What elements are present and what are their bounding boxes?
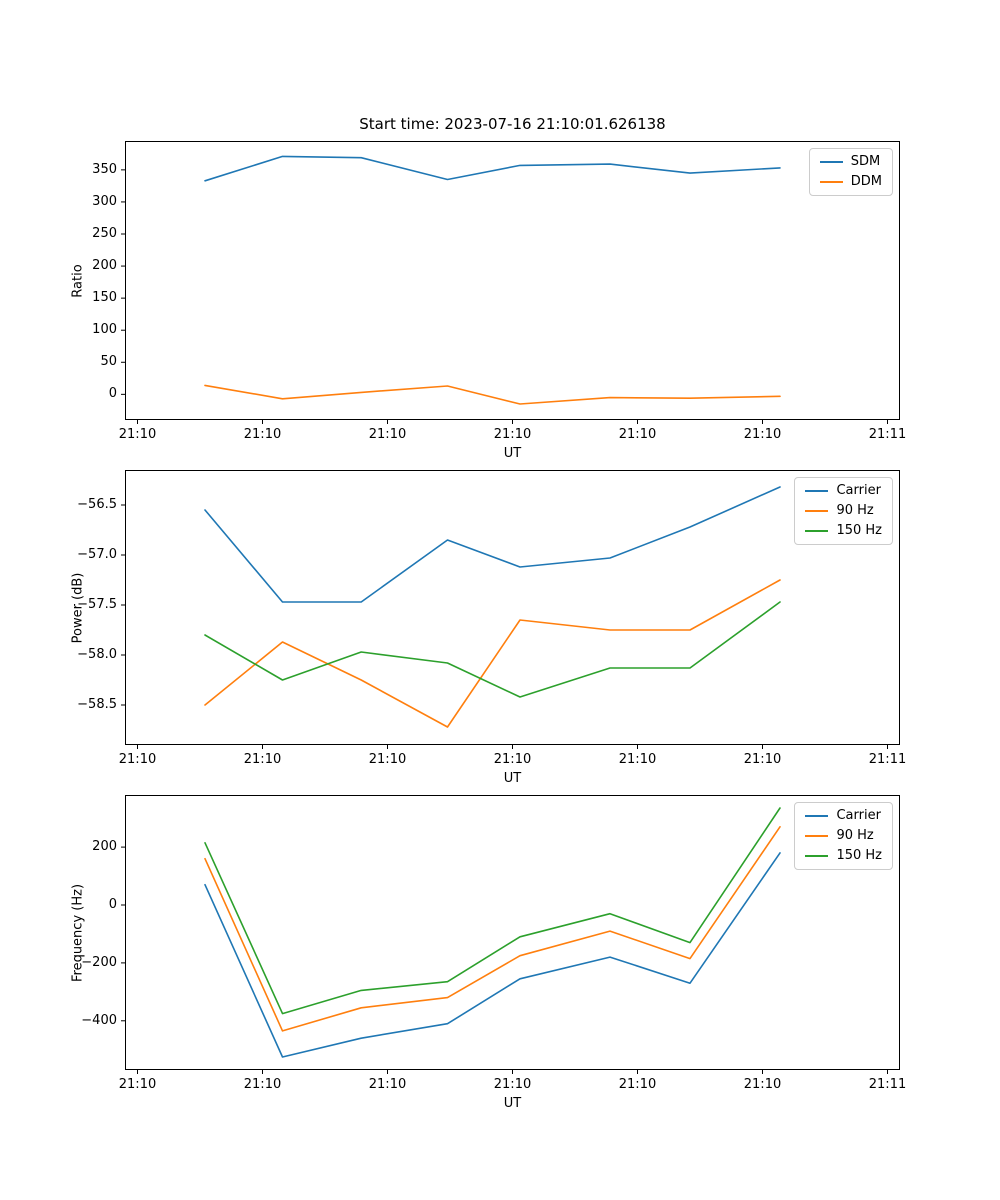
y-tick-label: 100 [92,322,117,338]
legend-item: DDM [819,174,882,189]
legend-label: 150 Hz [836,848,882,863]
series-line-90-hz [204,579,781,728]
x-tick-label: 21:10 [243,752,282,767]
x-tick-label: 21:10 [743,1077,782,1092]
axes-frame [125,141,900,420]
y-tick-label: 0 [108,897,117,912]
y-tick-label: 350 [92,161,117,177]
series-line-carrier [204,852,781,1058]
axes-frame [125,470,900,745]
series-line-sdm [204,155,781,182]
x-tick-label: 21:10 [368,427,407,442]
series-line-150-hz [204,807,781,1015]
y-tick-label: −57.5 [77,597,117,612]
y-tick-label: 200 [92,839,117,855]
x-tick-label: 21:10 [243,1077,282,1092]
legend-label: Carrier [836,808,881,823]
x-tick-label: 21:10 [743,427,782,442]
subplot-power: Power (dB) UT Carrier 90 Hz 150 Hz 21:10 21… [71,470,906,786]
y-tick-label: −57.0 [77,547,117,562]
x-tick-label: 21:10 [493,427,532,442]
legend-item: 90 Hz [805,504,882,518]
chart-title: Start time: 2023-07-16 21:10:01.626138 [359,115,666,133]
legend-item: 150 Hz [805,524,882,538]
y-tick-label: 250 [92,226,117,241]
y-tick-label: 50 [100,354,117,370]
legend-line-swatch [819,181,843,183]
legend-line-swatch [819,161,843,163]
x-tick-label: 21:11 [868,427,907,442]
series-line-90-hz [204,825,781,1032]
legend-line-swatch [805,490,829,492]
legend-label: DDM [850,174,882,189]
x-tick-label: 21:10 [493,752,532,767]
x-tick-label: 21:11 [868,1077,907,1092]
series-line-carrier [204,486,781,603]
legend-label: 90 Hz [836,503,874,518]
legend-label: SDM [850,154,881,169]
legend-power: Carrier 90 Hz 150 Hz [794,477,893,545]
x-tick-label: 21:10 [618,1077,657,1092]
x-tick-label: 21:10 [118,427,157,442]
x-tick-label: 21:11 [868,752,907,767]
x-tick-label: 21:10 [618,427,657,442]
subplot-ratio: Start time: 2023-07-16 21:10:01.626138 R… [71,115,907,461]
y-tick-label: 300 [92,193,117,209]
x-tick-label: 21:10 [743,752,782,767]
x-axis-label-ut: UT [503,446,522,461]
y-tick-label: −56.5 [77,497,117,512]
y-tick-label: −58.5 [77,697,117,712]
y-tick-label: 200 [92,258,117,274]
x-tick-label: 21:10 [368,1077,407,1092]
y-tick-label: −400 [81,1012,117,1028]
y-tick-label: −200 [81,954,117,970]
x-tick-label: 21:10 [243,427,282,442]
y-tick-label: −58.0 [77,647,117,662]
legend-label: 150 Hz [836,523,882,538]
x-tick-label: 21:10 [368,752,407,767]
x-axis-label-ut: UT [503,771,522,786]
y-tick-label: 150 [92,290,117,306]
series-line-ddm [204,384,781,405]
series-line-150-hz [204,601,781,698]
subplot-frequency: Frequency (Hz) UT Carrier 90 Hz 150 Hz 21:… [71,795,906,1111]
legend-line-swatch [805,530,829,532]
x-axis-label-ut: UT [503,1096,522,1111]
x-tick-label: 21:10 [118,752,157,767]
x-tick-label: 21:10 [493,1077,532,1092]
legend-item: Carrier [805,484,882,498]
legend-line-swatch [805,835,829,837]
x-tick-label: 21:10 [118,1077,157,1092]
x-tick-label: 21:10 [618,752,657,767]
legend-line-swatch [805,815,829,817]
legend-label: Carrier [836,483,881,498]
plot-canvas-ratio [121,141,900,424]
legend-item: SDM [819,154,882,169]
legend-line-swatch [805,855,829,857]
legend-ratio: SDM DDM [808,148,893,196]
legend-frequency: Carrier 90 Hz 150 Hz [794,802,893,870]
legend-item: 90 Hz [805,829,882,843]
plot-canvas-power [121,470,900,749]
legend-item: Carrier [805,809,882,823]
axes-frame [125,795,900,1070]
plot-canvas-frequency [121,795,900,1074]
y-tick-label: 0 [108,386,117,402]
legend-label: 90 Hz [836,828,874,843]
legend-line-swatch [805,510,829,512]
legend-item: 150 Hz [805,849,882,863]
